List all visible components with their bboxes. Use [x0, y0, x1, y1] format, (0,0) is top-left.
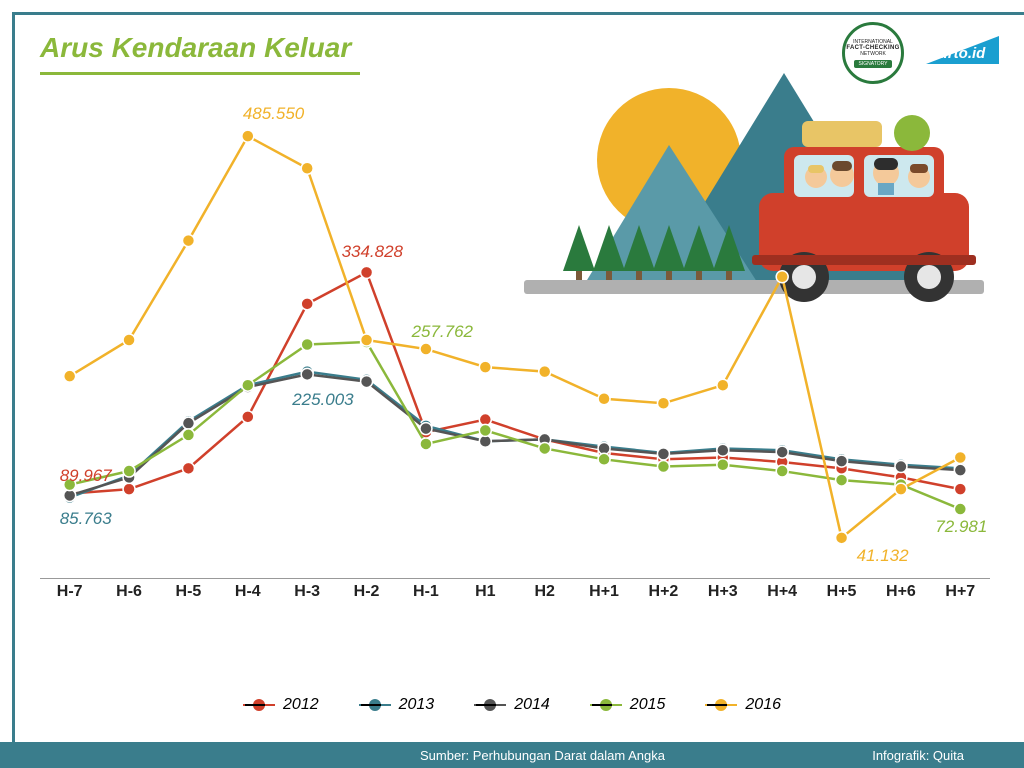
x-axis-label: H+6 — [871, 583, 930, 605]
data-callout: 257.762 — [412, 322, 473, 342]
data-callout: 225.003 — [292, 390, 353, 410]
legend-label: 2013 — [399, 696, 435, 714]
data-callout: 85.763 — [60, 509, 112, 529]
x-axis-label: H1 — [456, 583, 515, 605]
chart-svg — [40, 95, 990, 575]
legend-item: 2012 — [243, 696, 319, 714]
legend-item: 2013 — [359, 696, 435, 714]
legend-item: 2015 — [590, 696, 666, 714]
legend-item: 2014 — [474, 696, 550, 714]
line-chart: H-7H-6H-5H-4H-3H-2H-1H1H2H+1H+2H+3H+4H+5… — [40, 95, 990, 605]
x-axis-label: H+3 — [693, 583, 752, 605]
x-axis-label: H-3 — [278, 583, 337, 605]
x-axis-labels: H-7H-6H-5H-4H-3H-2H-1H1H2H+1H+2H+3H+4H+5… — [40, 583, 990, 605]
legend-label: 2012 — [283, 696, 319, 714]
x-axis-label: H-7 — [40, 583, 99, 605]
x-axis-label: H-6 — [99, 583, 158, 605]
data-callout: 89.967 — [60, 466, 112, 486]
x-axis-label: H+2 — [634, 583, 693, 605]
x-axis-label: H+4 — [753, 583, 812, 605]
x-axis-line — [40, 578, 990, 579]
legend-label: 2016 — [745, 696, 781, 714]
footer-author: Infografik: Quita — [872, 748, 964, 763]
x-axis-label: H+1 — [574, 583, 633, 605]
legend-label: 2014 — [514, 696, 550, 714]
footer-bar: Sumber: Perhubungan Darat dalam Angka In… — [0, 742, 1024, 768]
data-callout: 72.981 — [935, 517, 987, 537]
x-axis-label: H-2 — [337, 583, 396, 605]
chart-title: Arus Kendaraan Keluar — [40, 32, 351, 64]
chart-legend: 2012 2013 2014 2015 2016 — [0, 690, 1024, 720]
legend-item: 2016 — [705, 696, 781, 714]
x-axis-label: H+7 — [931, 583, 990, 605]
footer-source: Sumber: Perhubungan Darat dalam Angka — [420, 748, 665, 763]
data-callout: 485.550 — [243, 104, 304, 124]
x-axis-label: H-5 — [159, 583, 218, 605]
data-callout: 41.132 — [857, 546, 909, 566]
title-underline — [40, 72, 360, 75]
legend-label: 2015 — [630, 696, 666, 714]
data-callout: 334.828 — [342, 242, 403, 262]
x-axis-label: H-1 — [396, 583, 455, 605]
x-axis-label: H2 — [515, 583, 574, 605]
x-axis-label: H+5 — [812, 583, 871, 605]
x-axis-label: H-4 — [218, 583, 277, 605]
